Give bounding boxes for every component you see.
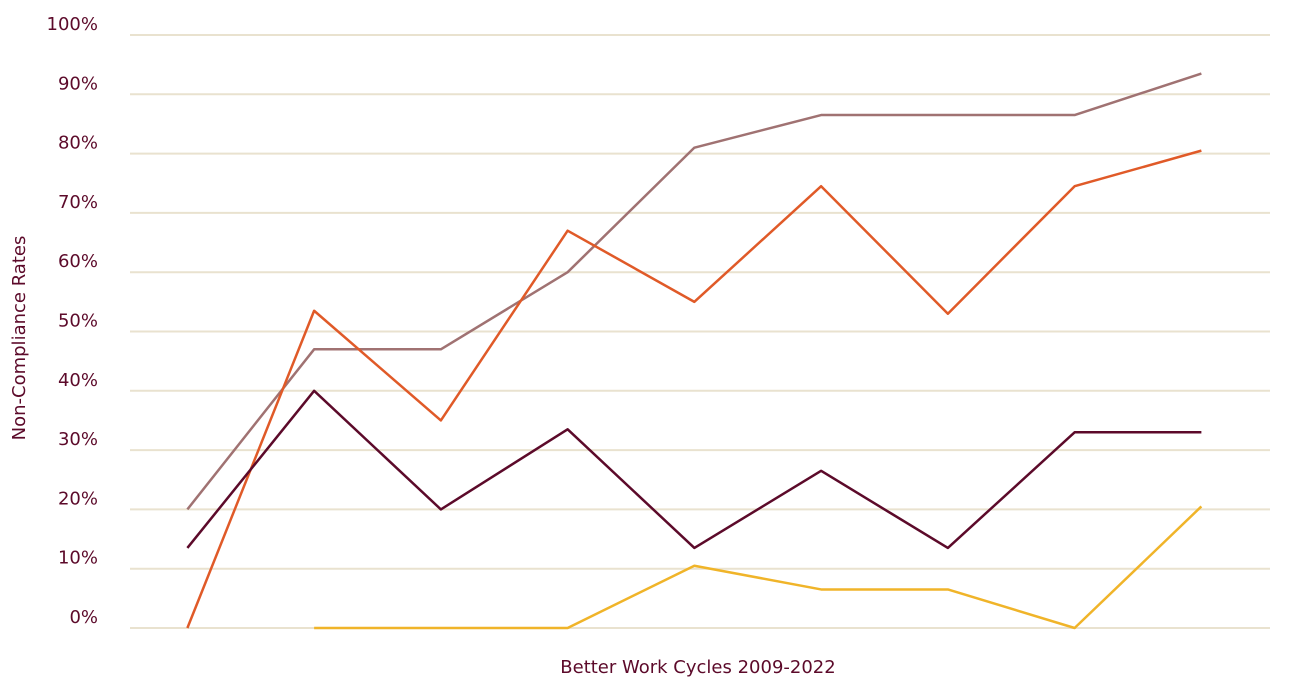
y-tick-label: 10% bbox=[58, 548, 98, 569]
y-tick-label: 30% bbox=[58, 429, 98, 450]
x-axis-label: Better Work Cycles 2009-2022 bbox=[560, 657, 835, 678]
y-tick-label: 20% bbox=[58, 488, 98, 509]
y-tick-label: 0% bbox=[69, 607, 98, 628]
series-line bbox=[186, 149, 1202, 629]
y-tick-label: 60% bbox=[58, 251, 98, 272]
y-tick-label: 40% bbox=[58, 370, 98, 391]
series-line bbox=[314, 505, 1203, 630]
series-line bbox=[186, 389, 1202, 550]
y-tick-label: 90% bbox=[58, 73, 98, 94]
y-tick-label: 100% bbox=[47, 14, 98, 35]
y-tick-label: 70% bbox=[58, 192, 98, 213]
y-tick-label: 80% bbox=[58, 133, 98, 154]
series-line bbox=[186, 72, 1202, 511]
y-tick-label: 50% bbox=[58, 311, 98, 332]
y-axis-label: Non-Compliance Rates bbox=[9, 236, 30, 441]
